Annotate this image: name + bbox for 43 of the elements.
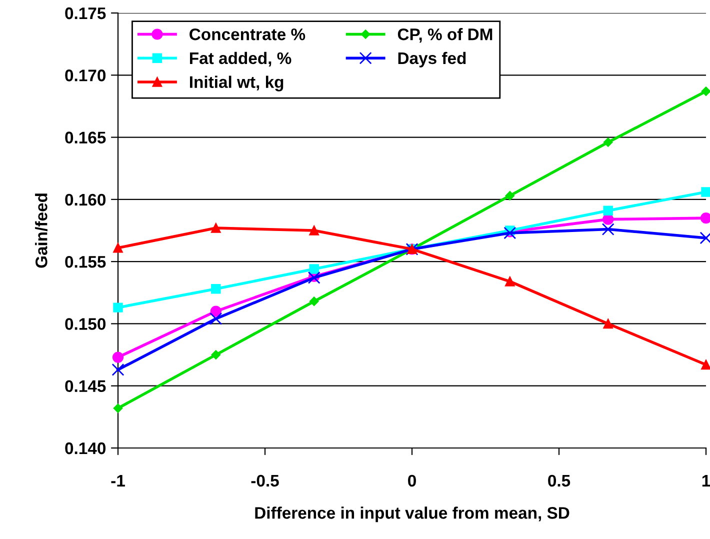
point	[309, 226, 319, 236]
point	[210, 306, 222, 317]
y-tick-label: 0.175	[65, 7, 106, 20]
x-tick-label: -0.5	[251, 474, 279, 487]
point	[700, 212, 710, 224]
point	[210, 312, 222, 325]
point	[505, 191, 515, 200]
point	[211, 284, 221, 294]
legend-label: Fat added, %	[190, 52, 292, 67]
point	[211, 350, 221, 360]
point	[309, 264, 319, 274]
point	[113, 302, 123, 312]
x-tick-label: -1	[111, 475, 125, 486]
point	[603, 206, 613, 216]
point	[701, 187, 710, 197]
point	[113, 243, 123, 253]
point	[701, 86, 710, 96]
y-tick-label: 0.155	[65, 256, 106, 268]
x-tick-label: 0.5	[548, 474, 570, 487]
point	[701, 360, 710, 370]
point	[112, 363, 124, 376]
x-axis-title: Difference in input value from mean, SD	[255, 506, 570, 522]
point	[602, 223, 614, 236]
legend-label: Initial wt, kg	[190, 76, 284, 92]
point	[603, 318, 613, 329]
point	[505, 276, 515, 286]
legend-label: Days fed	[398, 52, 466, 68]
legend-label: Concentrate %	[190, 28, 306, 40]
y-tick-label: 0.165	[65, 132, 106, 144]
y-tick-label: 0.170	[65, 70, 106, 82]
legend-label: CP, % of DM	[398, 28, 492, 43]
y-tick-label: 0.160	[65, 194, 106, 206]
point	[112, 352, 124, 363]
y-tick-label: 0.145	[65, 380, 106, 392]
y-tick-label: 0.150	[65, 318, 106, 330]
point	[309, 296, 319, 306]
y-tick-label: 0.140	[65, 442, 106, 454]
point	[603, 138, 613, 147]
point	[211, 223, 221, 233]
point	[113, 404, 123, 413]
y-axis-title: Gain/feed	[35, 194, 48, 268]
x-tick-label: 0	[408, 474, 416, 487]
x-tick-label: 1	[702, 475, 710, 486]
